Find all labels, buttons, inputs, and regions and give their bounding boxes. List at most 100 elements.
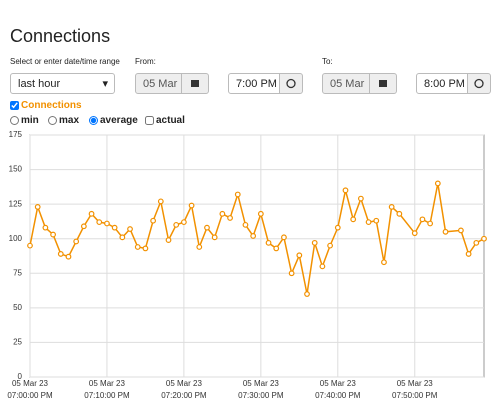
data-point [334, 224, 341, 231]
data-point [127, 226, 133, 232]
range-label: Select or enter date/time range [10, 57, 120, 66]
data-point [342, 187, 349, 194]
page-title: Connections [10, 26, 111, 46]
x-tick-label: 05 Mar 23 [89, 379, 126, 388]
from-clock[interactable] [279, 73, 303, 94]
data-point [350, 216, 357, 223]
data-point [196, 244, 203, 250]
x-tick-label: 05 Mar 23 [243, 379, 280, 388]
data-point [119, 234, 126, 241]
series-checkbox[interactable] [10, 101, 19, 110]
data-point [296, 252, 303, 259]
data-point [104, 220, 110, 227]
data-point [227, 215, 233, 221]
data-point [273, 245, 280, 252]
option-label: max [59, 115, 80, 126]
series-name: Connections [21, 100, 82, 111]
data-point [188, 202, 195, 209]
data-point [327, 242, 334, 249]
data-point [434, 180, 441, 187]
x-tick-label: 07:10:00 PM [84, 391, 130, 400]
option-min[interactable]: min [10, 115, 39, 126]
y-tick-label: 0 [18, 372, 23, 381]
x-tick-label: 05 Mar 23 [166, 379, 203, 388]
data-point [427, 220, 434, 227]
data-point [57, 251, 64, 257]
data-point [173, 221, 180, 228]
option-label: actual [156, 115, 185, 126]
range-select[interactable]: last hour ▾ [10, 73, 115, 94]
option-average[interactable]: average [89, 115, 138, 126]
range-value: last hour [18, 78, 61, 90]
data-point [442, 228, 449, 235]
data-point [319, 263, 326, 270]
from-date-text: 05 Mar 23 [143, 78, 178, 90]
data-point [250, 233, 257, 239]
data-point [180, 219, 187, 226]
chart: 0 25 50 75 100 125 150 175 05 Mar 23 07:00:00 PM 0… [7, 130, 487, 400]
to-calendar[interactable] [369, 73, 397, 94]
data-point [481, 235, 487, 242]
dropdown-arrow: ▾ [102, 78, 108, 90]
data-point [311, 239, 318, 246]
data-point [134, 244, 141, 250]
data-point [265, 239, 272, 246]
data-point [34, 204, 41, 210]
to-time-text: 8:00 PM [424, 78, 465, 90]
to-time[interactable]: 8:00 PM [416, 73, 468, 94]
data-line [29, 183, 485, 295]
x-tick-label: 07:00:00 PM [7, 391, 53, 400]
data-point [458, 227, 464, 234]
data-point [211, 234, 218, 241]
to-label: To: [322, 57, 333, 66]
data-point [204, 224, 210, 231]
radio[interactable] [89, 116, 98, 125]
to-date-text: 05 Mar 23 [330, 78, 365, 90]
y-tick-label: 175 [9, 130, 23, 139]
data-point [65, 253, 72, 260]
from-date[interactable]: 05 Mar 23 [135, 73, 182, 94]
data-point [411, 230, 418, 237]
data-point [234, 191, 241, 198]
option-max[interactable]: max [48, 115, 79, 126]
data-point [96, 219, 103, 226]
radio[interactable] [48, 116, 57, 125]
x-tick-label: 07:50:00 PM [392, 391, 438, 400]
data-point [365, 219, 372, 226]
checkbox[interactable] [145, 116, 154, 125]
x-tick-label: 07:30:00 PM [238, 391, 284, 400]
option-label: min [21, 115, 39, 126]
y-tick-label: 150 [9, 165, 23, 174]
to-date[interactable]: 05 Mar 23 [322, 73, 370, 94]
data-point [304, 291, 310, 297]
data-point [257, 210, 264, 217]
calendar-icon [191, 80, 199, 87]
from-time[interactable]: 7:00 PM [228, 73, 280, 94]
from-calendar[interactable] [181, 73, 209, 94]
y-tick-label: 50 [13, 303, 22, 312]
clock-icon [286, 78, 296, 89]
radio[interactable] [10, 116, 19, 125]
data-point [73, 238, 80, 245]
data-point [88, 210, 95, 217]
plot-area [29, 134, 485, 378]
x-tick-label: 05 Mar 23 [397, 379, 434, 388]
x-tick-label: 07:40:00 PM [315, 391, 361, 400]
data-point [373, 217, 380, 224]
series-toggle[interactable]: Connections [10, 100, 82, 111]
option-actual[interactable]: actual [145, 115, 185, 126]
clock-icon [474, 78, 484, 89]
data-point [281, 234, 287, 241]
option-label: average [100, 115, 138, 126]
x-tick-label: 07:20:00 PM [161, 391, 207, 400]
x-tick-label: 05 Mar 23 [320, 379, 357, 388]
y-tick-label: 25 [13, 338, 22, 347]
data-point [42, 224, 49, 231]
y-tick-label: 75 [13, 268, 22, 277]
data-point [165, 237, 172, 243]
data-point [357, 195, 364, 202]
to-clock[interactable] [467, 73, 491, 94]
y-tick-label: 100 [9, 234, 23, 243]
data-point [219, 210, 226, 217]
